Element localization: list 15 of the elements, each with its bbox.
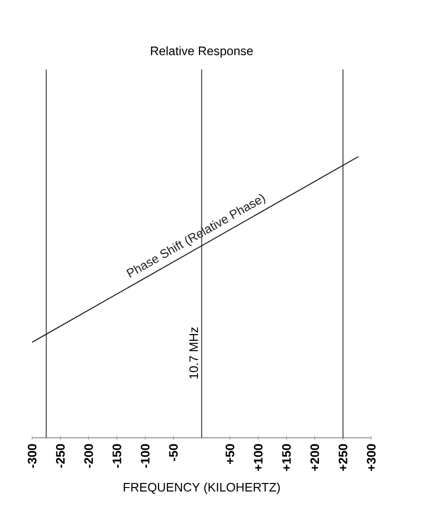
- x-axis-title: FREQUENCY (KILOHERTZ): [124, 482, 280, 494]
- x-tick-label: +300: [366, 444, 376, 471]
- x-tick-label: +50: [226, 444, 234, 464]
- x-tick-label: -200: [84, 444, 93, 468]
- chart-title: Relative Response: [150, 46, 253, 58]
- x-tick-label: -150: [112, 444, 122, 468]
- x-tick-label: +100: [254, 444, 262, 471]
- x-tick-label: -250: [56, 444, 65, 468]
- x-tick-label: -300: [28, 444, 36, 468]
- x-tick-label: +200: [310, 444, 319, 471]
- x-tick-label: -100: [140, 444, 150, 468]
- ref-line-label: 10.7 MHz: [189, 327, 198, 379]
- x-tick-label: -50: [168, 444, 178, 461]
- x-tick-label: +150: [282, 444, 291, 471]
- x-tick-label: +250: [338, 444, 348, 471]
